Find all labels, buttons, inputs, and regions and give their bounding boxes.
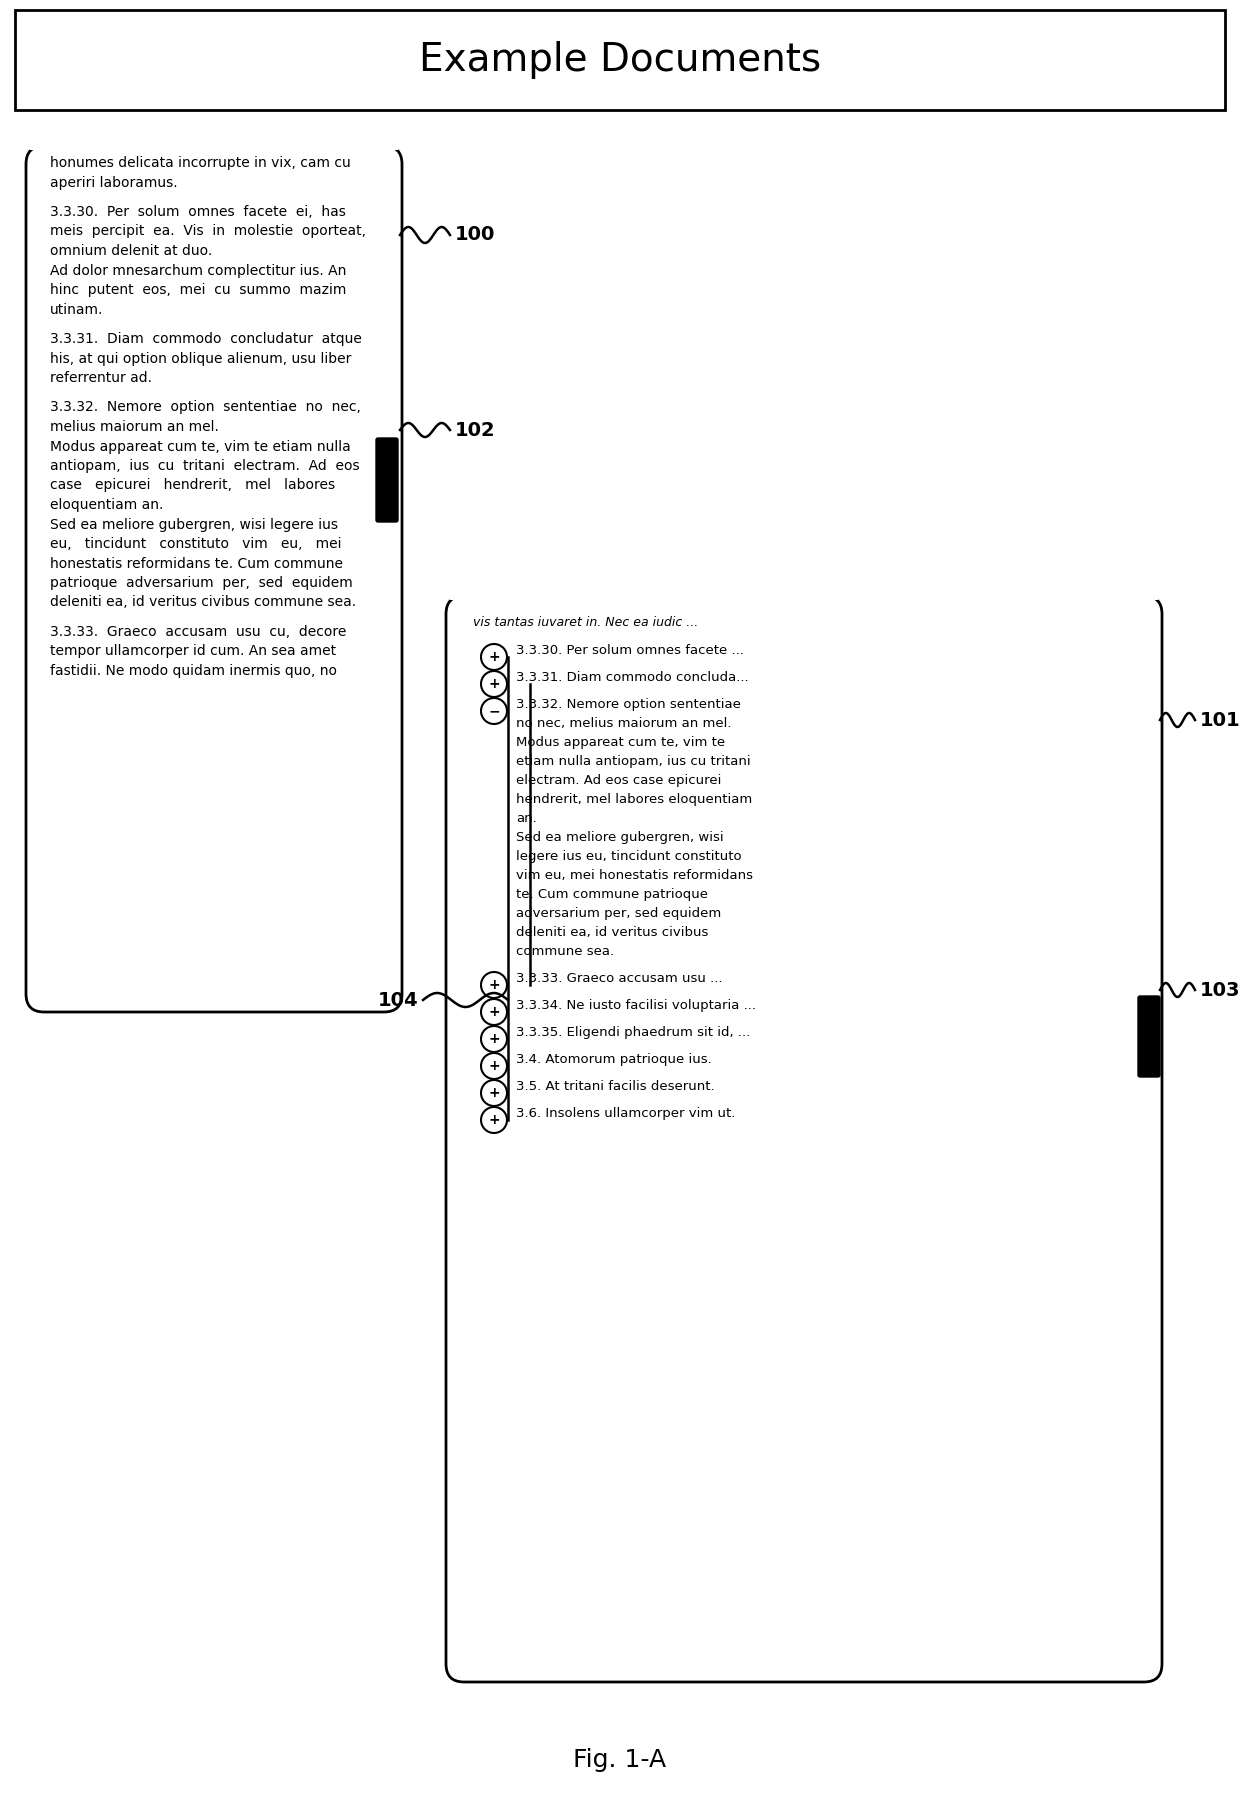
FancyBboxPatch shape [15, 11, 1225, 111]
Text: his, at qui option oblique alienum, usu liber: his, at qui option oblique alienum, usu … [50, 352, 351, 366]
Text: omnium delenit at duo.: omnium delenit at duo. [50, 245, 212, 257]
Text: patrioque  adversarium  per,  sed  equidem: patrioque adversarium per, sed equidem [50, 576, 352, 591]
Text: commune sea.: commune sea. [516, 946, 614, 959]
Text: aperiri laboramus.: aperiri laboramus. [50, 176, 177, 190]
Text: honestatis reformidans te. Cum commune: honestatis reformidans te. Cum commune [50, 556, 343, 571]
Text: +: + [489, 1085, 500, 1100]
Text: 3.4. Atomorum patrioque ius.: 3.4. Atomorum patrioque ius. [516, 1053, 712, 1065]
Text: 102: 102 [455, 420, 496, 440]
Text: 104: 104 [378, 991, 419, 1009]
Text: vis tantas iuvaret in. Nec ea iudic ...: vis tantas iuvaret in. Nec ea iudic ... [472, 616, 698, 629]
Text: Modus appareat cum te, vim te etiam nulla: Modus appareat cum te, vim te etiam null… [50, 440, 351, 453]
Text: 3.3.35. Eligendi phaedrum sit id, ...: 3.3.35. Eligendi phaedrum sit id, ... [516, 1026, 750, 1038]
Text: 3.6. Insolens ullamcorper vim ut.: 3.6. Insolens ullamcorper vim ut. [516, 1107, 735, 1120]
FancyBboxPatch shape [446, 596, 1162, 1682]
Text: +: + [489, 1033, 500, 1046]
FancyBboxPatch shape [376, 439, 398, 522]
Text: no nec, melius maiorum an mel.: no nec, melius maiorum an mel. [516, 718, 732, 730]
Text: +: + [489, 1113, 500, 1127]
Text: 3.3.33.  Graeco  accusam  usu  cu,  decore: 3.3.33. Graeco accusam usu cu, decore [50, 625, 346, 640]
Text: Modus appareat cum te, vim te: Modus appareat cum te, vim te [516, 736, 725, 748]
FancyBboxPatch shape [26, 147, 402, 1011]
Text: legere ius eu, tincidunt constituto: legere ius eu, tincidunt constituto [516, 850, 742, 863]
Text: 3.5. At tritani facilis deserunt.: 3.5. At tritani facilis deserunt. [516, 1080, 714, 1093]
Text: hinc  putent  eos,  mei  cu  summo  mazim: hinc putent eos, mei cu summo mazim [50, 283, 346, 297]
Text: honumes delicata incorrupte in vix, cam cu: honumes delicata incorrupte in vix, cam … [50, 156, 351, 170]
Text: Sed ea meliore gubergren, wisi legere ius: Sed ea meliore gubergren, wisi legere iu… [50, 518, 339, 531]
Text: Fig. 1-A: Fig. 1-A [573, 1749, 667, 1772]
Text: 3.3.32. Nemore option sententiae: 3.3.32. Nemore option sententiae [516, 698, 740, 710]
Text: etiam nulla antiopam, ius cu tritani: etiam nulla antiopam, ius cu tritani [516, 756, 750, 768]
Bar [30, 125, 398, 150]
Text: +: + [489, 678, 500, 690]
Text: deleniti ea, id veritus civibus: deleniti ea, id veritus civibus [516, 926, 708, 939]
Text: 3.3.34. Ne iusto facilisi voluptaria ...: 3.3.34. Ne iusto facilisi voluptaria ... [516, 998, 756, 1011]
Text: fastidii. Ne modo quidam inermis quo, no: fastidii. Ne modo quidam inermis quo, no [50, 663, 337, 678]
Text: 103: 103 [1200, 980, 1240, 1000]
Text: case   epicurei   hendrerit,   mel   labores: case epicurei hendrerit, mel labores [50, 478, 335, 493]
Text: Sed ea meliore gubergren, wisi: Sed ea meliore gubergren, wisi [516, 832, 724, 844]
Text: 3.3.31.  Diam  commodo  concludatur  atque: 3.3.31. Diam commodo concludatur atque [50, 332, 362, 346]
FancyBboxPatch shape [1138, 997, 1159, 1076]
Text: utinam.: utinam. [50, 303, 103, 317]
Text: 3.3.33. Graeco accusam usu ...: 3.3.33. Graeco accusam usu ... [516, 971, 723, 986]
Text: hendrerit, mel labores eloquentiam: hendrerit, mel labores eloquentiam [516, 794, 753, 806]
Text: melius maiorum an mel.: melius maiorum an mel. [50, 420, 219, 435]
Text: 3.3.30. Per solum omnes facete ...: 3.3.30. Per solum omnes facete ... [516, 643, 744, 658]
Text: an.: an. [516, 812, 537, 824]
Text: +: + [489, 1058, 500, 1073]
Text: 101: 101 [1200, 710, 1240, 730]
Text: adversarium per, sed equidem: adversarium per, sed equidem [516, 908, 722, 920]
Text: 3.3.32.  Nemore  option  sententiae  no  nec,: 3.3.32. Nemore option sententiae no nec, [50, 400, 361, 415]
Text: meis  percipit  ea.  Vis  in  molestie  oporteat,: meis percipit ea. Vis in molestie oporte… [50, 225, 366, 239]
Text: 3.3.31. Diam commodo concluda...: 3.3.31. Diam commodo concluda... [516, 670, 749, 683]
Text: +: + [489, 978, 500, 991]
Text: referrentur ad.: referrentur ad. [50, 371, 153, 384]
Text: −: − [489, 705, 500, 718]
Text: eu,   tincidunt   constituto   vim   eu,   mei: eu, tincidunt constituto vim eu, mei [50, 536, 341, 551]
Text: tempor ullamcorper id cum. An sea amet: tempor ullamcorper id cum. An sea amet [50, 645, 336, 658]
Text: +: + [489, 1006, 500, 1018]
Text: te. Cum commune patrioque: te. Cum commune patrioque [516, 888, 708, 901]
Text: 100: 100 [455, 225, 495, 245]
Text: electram. Ad eos case epicurei: electram. Ad eos case epicurei [516, 774, 722, 786]
Text: vim eu, mei honestatis reformidans: vim eu, mei honestatis reformidans [516, 870, 753, 882]
Text: deleniti ea, id veritus civibus commune sea.: deleniti ea, id veritus civibus commune … [50, 596, 356, 609]
Text: 3.3.30.  Per  solum  omnes  facete  ei,  has: 3.3.30. Per solum omnes facete ei, has [50, 205, 346, 219]
Text: Ad dolor mnesarchum complectitur ius. An: Ad dolor mnesarchum complectitur ius. An [50, 263, 346, 277]
Text: antiopam,  ius  cu  tritani  electram.  Ad  eos: antiopam, ius cu tritani electram. Ad eo… [50, 458, 360, 473]
Text: Example Documents: Example Documents [419, 42, 821, 80]
Bar [450, 574, 1158, 600]
Text: +: + [489, 651, 500, 663]
Text: eloquentiam an.: eloquentiam an. [50, 498, 164, 513]
